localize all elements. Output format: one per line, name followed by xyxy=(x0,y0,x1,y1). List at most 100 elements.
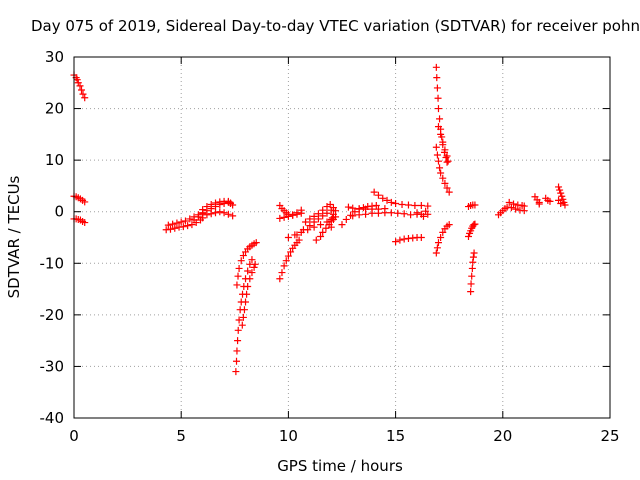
data-point xyxy=(243,290,251,298)
data-point xyxy=(212,209,220,217)
data-point xyxy=(332,213,340,221)
data-point xyxy=(407,211,415,219)
y-tick-label: -40 xyxy=(40,409,65,427)
series-arc-n xyxy=(276,206,305,222)
x-tick-label: 5 xyxy=(176,427,186,445)
data-point xyxy=(234,272,242,280)
data-point xyxy=(443,158,451,166)
data-point xyxy=(468,264,476,272)
series-arc-af xyxy=(464,201,479,211)
data-point xyxy=(559,195,567,203)
data-point xyxy=(322,224,330,232)
series-arc-w xyxy=(349,209,421,220)
series-arc-y xyxy=(392,234,425,246)
data-point xyxy=(186,215,194,223)
y-tick-label: 10 xyxy=(45,151,64,169)
data-point xyxy=(469,253,477,261)
data-point xyxy=(400,210,408,218)
series-arc-q xyxy=(302,200,334,226)
series-arc-ag xyxy=(495,203,528,219)
data-point xyxy=(78,86,86,94)
data-point xyxy=(344,203,352,211)
data-point xyxy=(276,214,284,222)
data-point xyxy=(240,306,248,314)
data-point xyxy=(432,249,440,257)
data-point xyxy=(207,210,215,218)
data-point xyxy=(436,164,444,172)
data-point xyxy=(79,90,87,98)
data-point xyxy=(237,257,245,265)
data-point xyxy=(242,298,250,306)
data-point xyxy=(383,196,391,204)
data-point xyxy=(181,217,189,225)
data-point xyxy=(171,224,179,232)
data-point xyxy=(280,262,288,270)
data-point xyxy=(317,221,325,229)
data-point xyxy=(437,169,445,177)
data-point xyxy=(284,252,292,260)
data-point xyxy=(561,201,569,209)
data-point xyxy=(199,206,207,214)
data-point xyxy=(404,201,412,209)
y-tick-label: -20 xyxy=(40,306,65,324)
data-point xyxy=(349,212,357,220)
data-point xyxy=(464,232,472,240)
data-point xyxy=(434,239,442,247)
data-point xyxy=(76,82,84,90)
data-point xyxy=(555,183,563,191)
y-tick-label: 0 xyxy=(54,203,64,221)
series-arc-l xyxy=(276,236,303,283)
series-arc-aa xyxy=(432,143,453,196)
data-point xyxy=(166,225,174,233)
data-point xyxy=(306,215,314,223)
data-point xyxy=(432,63,440,71)
data-point xyxy=(417,202,425,210)
data-point xyxy=(251,260,259,268)
data-point xyxy=(507,204,515,212)
data-point xyxy=(188,221,196,229)
y-tick-label: -30 xyxy=(40,357,65,375)
data-point xyxy=(392,199,400,207)
data-point xyxy=(351,208,359,216)
data-point xyxy=(467,280,475,288)
series-arc-h xyxy=(203,208,237,220)
data-point xyxy=(306,222,314,230)
data-point xyxy=(413,209,421,217)
series-arc-ah xyxy=(505,198,528,210)
data-point xyxy=(434,123,442,131)
data-point xyxy=(323,209,331,217)
data-point xyxy=(164,221,172,229)
data-point xyxy=(244,267,252,275)
data-point xyxy=(442,154,450,162)
data-point xyxy=(436,115,444,123)
series-arc-ae xyxy=(464,220,479,240)
data-point xyxy=(81,219,89,227)
y-axis-label: SDTVAR / TECUs xyxy=(5,175,23,298)
data-point xyxy=(282,257,290,265)
data-point xyxy=(312,236,320,244)
data-point xyxy=(173,219,181,227)
data-point xyxy=(469,258,477,266)
data-point xyxy=(235,316,243,324)
data-point xyxy=(417,234,425,241)
data-point xyxy=(445,221,453,229)
data-point xyxy=(433,151,441,159)
data-point xyxy=(355,205,363,213)
data-point xyxy=(302,218,310,226)
data-point xyxy=(443,184,451,192)
chart-title: Day 075 of 2019, Sidereal Day-to-day VTE… xyxy=(31,17,640,35)
data-point xyxy=(556,186,564,194)
x-tick-label: 15 xyxy=(386,427,405,445)
series-arc-i xyxy=(232,256,256,376)
series-arc-v xyxy=(370,188,432,210)
y-tick-label: 20 xyxy=(45,100,64,118)
data-point xyxy=(293,231,301,239)
data-point xyxy=(319,206,327,214)
series-arc-p xyxy=(293,204,337,239)
data-point xyxy=(233,357,241,365)
data-point xyxy=(394,209,402,217)
data-point xyxy=(207,200,215,208)
data-point xyxy=(190,216,198,224)
data-point xyxy=(248,269,256,277)
data-point xyxy=(439,228,447,236)
